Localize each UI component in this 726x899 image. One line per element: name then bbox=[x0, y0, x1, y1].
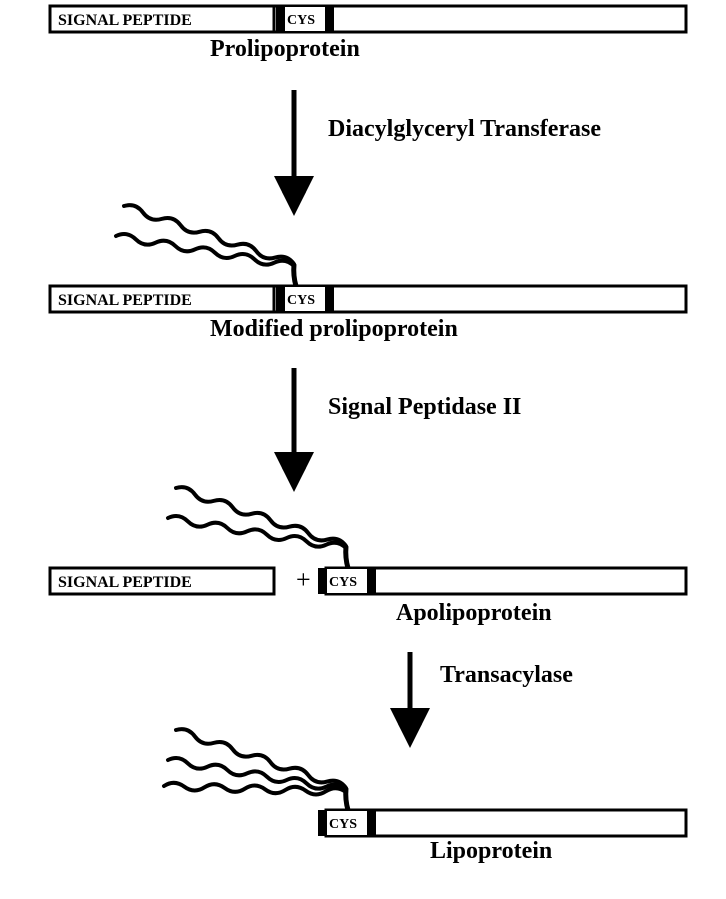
stage-label-modified-prolipoprotein: Modified prolipoprotein bbox=[210, 316, 458, 342]
stage-label-prolipoprotein: Prolipoprotein bbox=[210, 36, 360, 62]
arrow2-head bbox=[282, 468, 306, 490]
svg-text:SIGNAL PEPTIDE: SIGNAL PEPTIDE bbox=[58, 12, 192, 29]
svg-text:CYS: CYS bbox=[287, 293, 315, 308]
enzyme-label-arrow1: Diacylglyceryl Transferase bbox=[328, 116, 601, 142]
stage-label-apolipoprotein: Apolipoprotein bbox=[396, 600, 552, 626]
stage-prolipoprotein: SIGNAL PEPTIDE CYS bbox=[50, 6, 686, 32]
svg-text:+: + bbox=[296, 565, 311, 594]
svg-text:SIGNAL PEPTIDE: SIGNAL PEPTIDE bbox=[58, 574, 192, 591]
lipoprotein-pathway-diagram: SIGNAL PEPTIDE CYS Prolipoprotein SIGNAL PE… bbox=[0, 0, 726, 899]
arrow1-head bbox=[282, 192, 306, 214]
stage-lipoprotein: CYS bbox=[164, 729, 686, 836]
svg-text:CYS: CYS bbox=[287, 13, 315, 28]
svg-text:SIGNAL PEPTIDE: SIGNAL PEPTIDE bbox=[58, 292, 192, 309]
stage-label-lipoprotein: Lipoprotein bbox=[430, 838, 552, 864]
stage-modified-prolipoprotein: SIGNAL PEPTIDE CYS bbox=[50, 205, 686, 312]
svg-text:CYS: CYS bbox=[329, 817, 357, 832]
enzyme-label-arrow2: Signal Peptidase II bbox=[328, 394, 521, 420]
stage-apolipoprotein: SIGNAL PEPTIDE + CYS bbox=[50, 487, 686, 594]
enzyme-label-arrow3: Transacylase bbox=[440, 662, 573, 688]
arrow3-head bbox=[398, 724, 422, 746]
svg-text:CYS: CYS bbox=[329, 575, 357, 590]
